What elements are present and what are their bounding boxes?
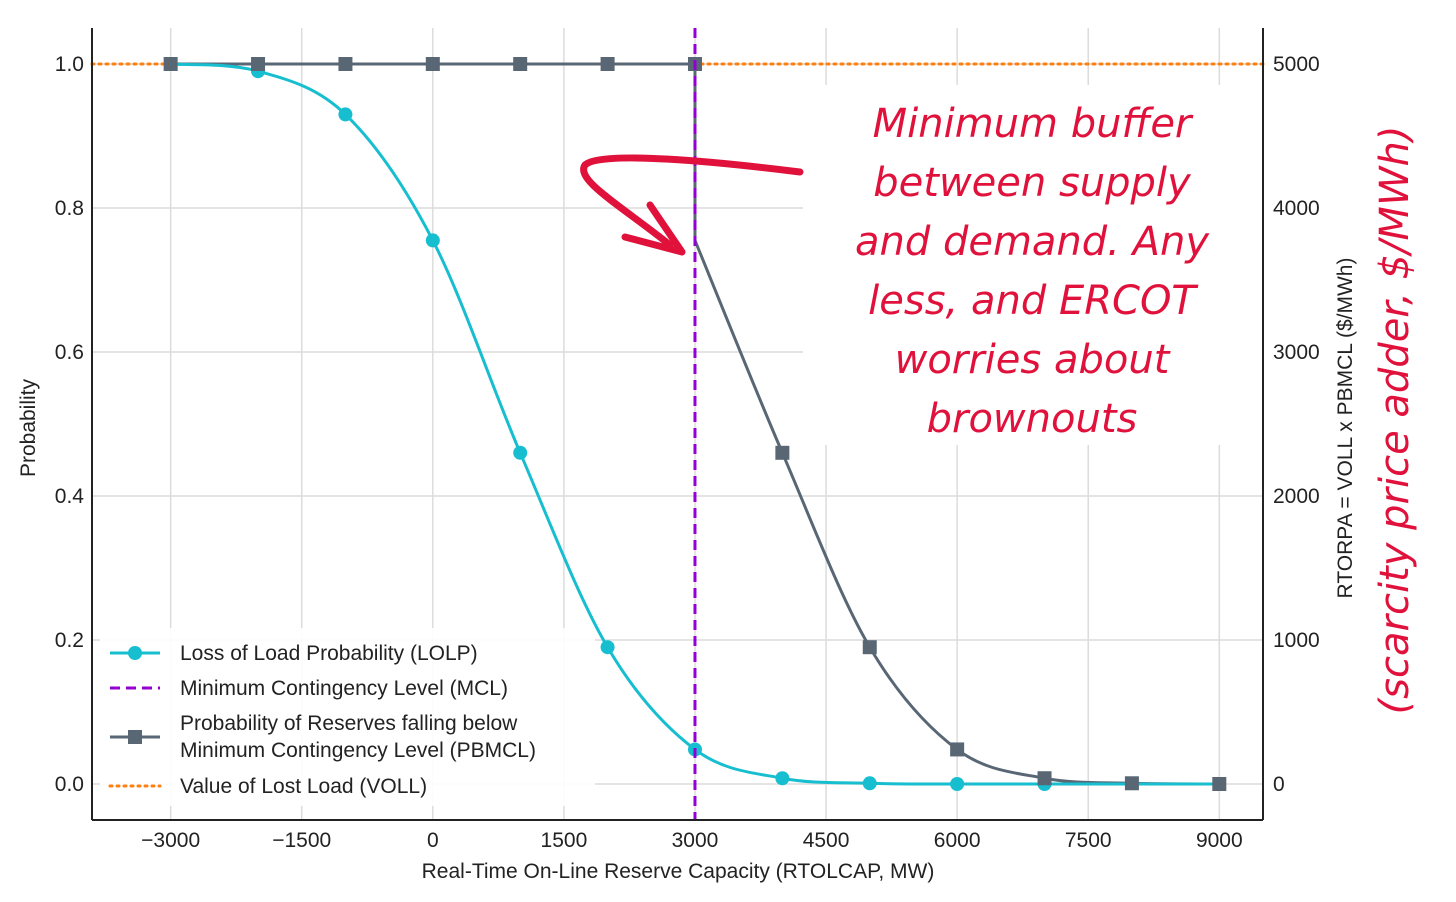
- annotation-line: and demand. Any: [855, 219, 1210, 265]
- x-tick-label: −1500: [272, 829, 331, 852]
- legend-lolp-label: Loss of Load Probability (LOLP): [180, 642, 478, 665]
- x-axis-label: Real-Time On-Line Reserve Capacity (RTOL…: [422, 860, 935, 883]
- legend-lolp-marker: [128, 646, 142, 660]
- pbmcl-marker: [950, 742, 965, 757]
- legend-pbmcl-label: Minimum Contingency Level (PBMCL): [180, 739, 536, 762]
- lolp-line: [170, 62, 1220, 786]
- y-tick-label: 0.8: [55, 197, 84, 220]
- axes: [91, 28, 1264, 821]
- pbmcl-marker: [163, 57, 178, 71]
- legend-pbmcl-label: Probability of Reserves falling below: [180, 712, 518, 735]
- annotation-line: between supply: [873, 160, 1192, 206]
- x-tick-label: 1500: [541, 829, 588, 852]
- pbmcl-marker: [775, 445, 790, 460]
- x-tick-label: 7500: [1065, 829, 1112, 852]
- lolp-marker: [950, 777, 965, 791]
- lolp-marker: [862, 776, 877, 791]
- x-tick-label: 3000: [672, 829, 719, 852]
- legend-voll-label: Value of Lost Load (VOLL): [180, 775, 427, 798]
- y2-tick-label: 4000: [1273, 197, 1320, 220]
- pbmcl-marker: [513, 57, 528, 71]
- pbmcl-marker: [1124, 776, 1139, 791]
- x-tick-label: 6000: [934, 829, 981, 852]
- y-tick-label: 0.0: [55, 773, 84, 796]
- pbmcl-marker: [862, 640, 877, 655]
- pbmcl-marker: [1037, 771, 1052, 786]
- lolp-marker: [775, 771, 790, 786]
- y-tick-label: 0.6: [55, 341, 84, 364]
- pbmcl-marker: [600, 57, 615, 71]
- y2-axis-label: RTORPA = VOLL x PBMCL ($/MWh): [1334, 258, 1357, 599]
- y2-tick-label: 1000: [1273, 629, 1320, 652]
- legend-pbmcl-marker: [128, 730, 142, 744]
- legend-mcl-label: Minimum Contingency Level (MCL): [180, 677, 508, 700]
- y-axis-label: Probability: [17, 378, 40, 477]
- annotation-line: less, and ERCOT: [868, 278, 1199, 324]
- annotation-line: Minimum buffer: [873, 101, 1194, 147]
- legend: Loss of Load Probability (LOLP) Minimum C…: [108, 642, 536, 798]
- x-tick-label: 0: [427, 829, 439, 852]
- y2-tick-label: 5000: [1273, 53, 1320, 76]
- y-tick-label: 0.2: [55, 629, 84, 652]
- side-note: (scarcity price adder, $/MWh): [1372, 126, 1418, 715]
- annotation-line: brownouts: [927, 396, 1138, 442]
- annotation: Minimum buffer between supply and demand. …: [855, 101, 1210, 442]
- pbmcl-marker: [338, 57, 353, 71]
- y-tick-label: 0.4: [55, 485, 85, 508]
- annotation-arrowhead-icon: [621, 201, 686, 256]
- x-tick-label: −3000: [141, 829, 200, 852]
- tick-labels: −3000 −1500 0 1500 3000 4500 6000 7500 9000 0.0 0.…: [55, 53, 1320, 852]
- y-tick-label: 1.0: [55, 53, 84, 76]
- annotation-arrow-icon: [580, 154, 804, 249]
- annotation-backdrop: [803, 85, 1265, 445]
- annotation-line: worries about: [895, 337, 1171, 383]
- legend-backdrop: [100, 628, 595, 806]
- y2-tick-label: 0: [1273, 773, 1285, 796]
- pbmcl-marker: [425, 57, 440, 71]
- lolp-marker: [425, 233, 440, 248]
- lolp-marker: [600, 640, 615, 655]
- pbmcl-marker: [251, 57, 266, 71]
- y2-tick-label: 3000: [1273, 341, 1320, 364]
- x-tick-label: 9000: [1196, 829, 1243, 852]
- y2-tick-label: 2000: [1273, 485, 1320, 508]
- pbmcl-marker: [1212, 777, 1227, 791]
- x-tick-label: 4500: [803, 829, 850, 852]
- lolp-marker: [338, 107, 353, 122]
- lolp-marker: [513, 445, 528, 460]
